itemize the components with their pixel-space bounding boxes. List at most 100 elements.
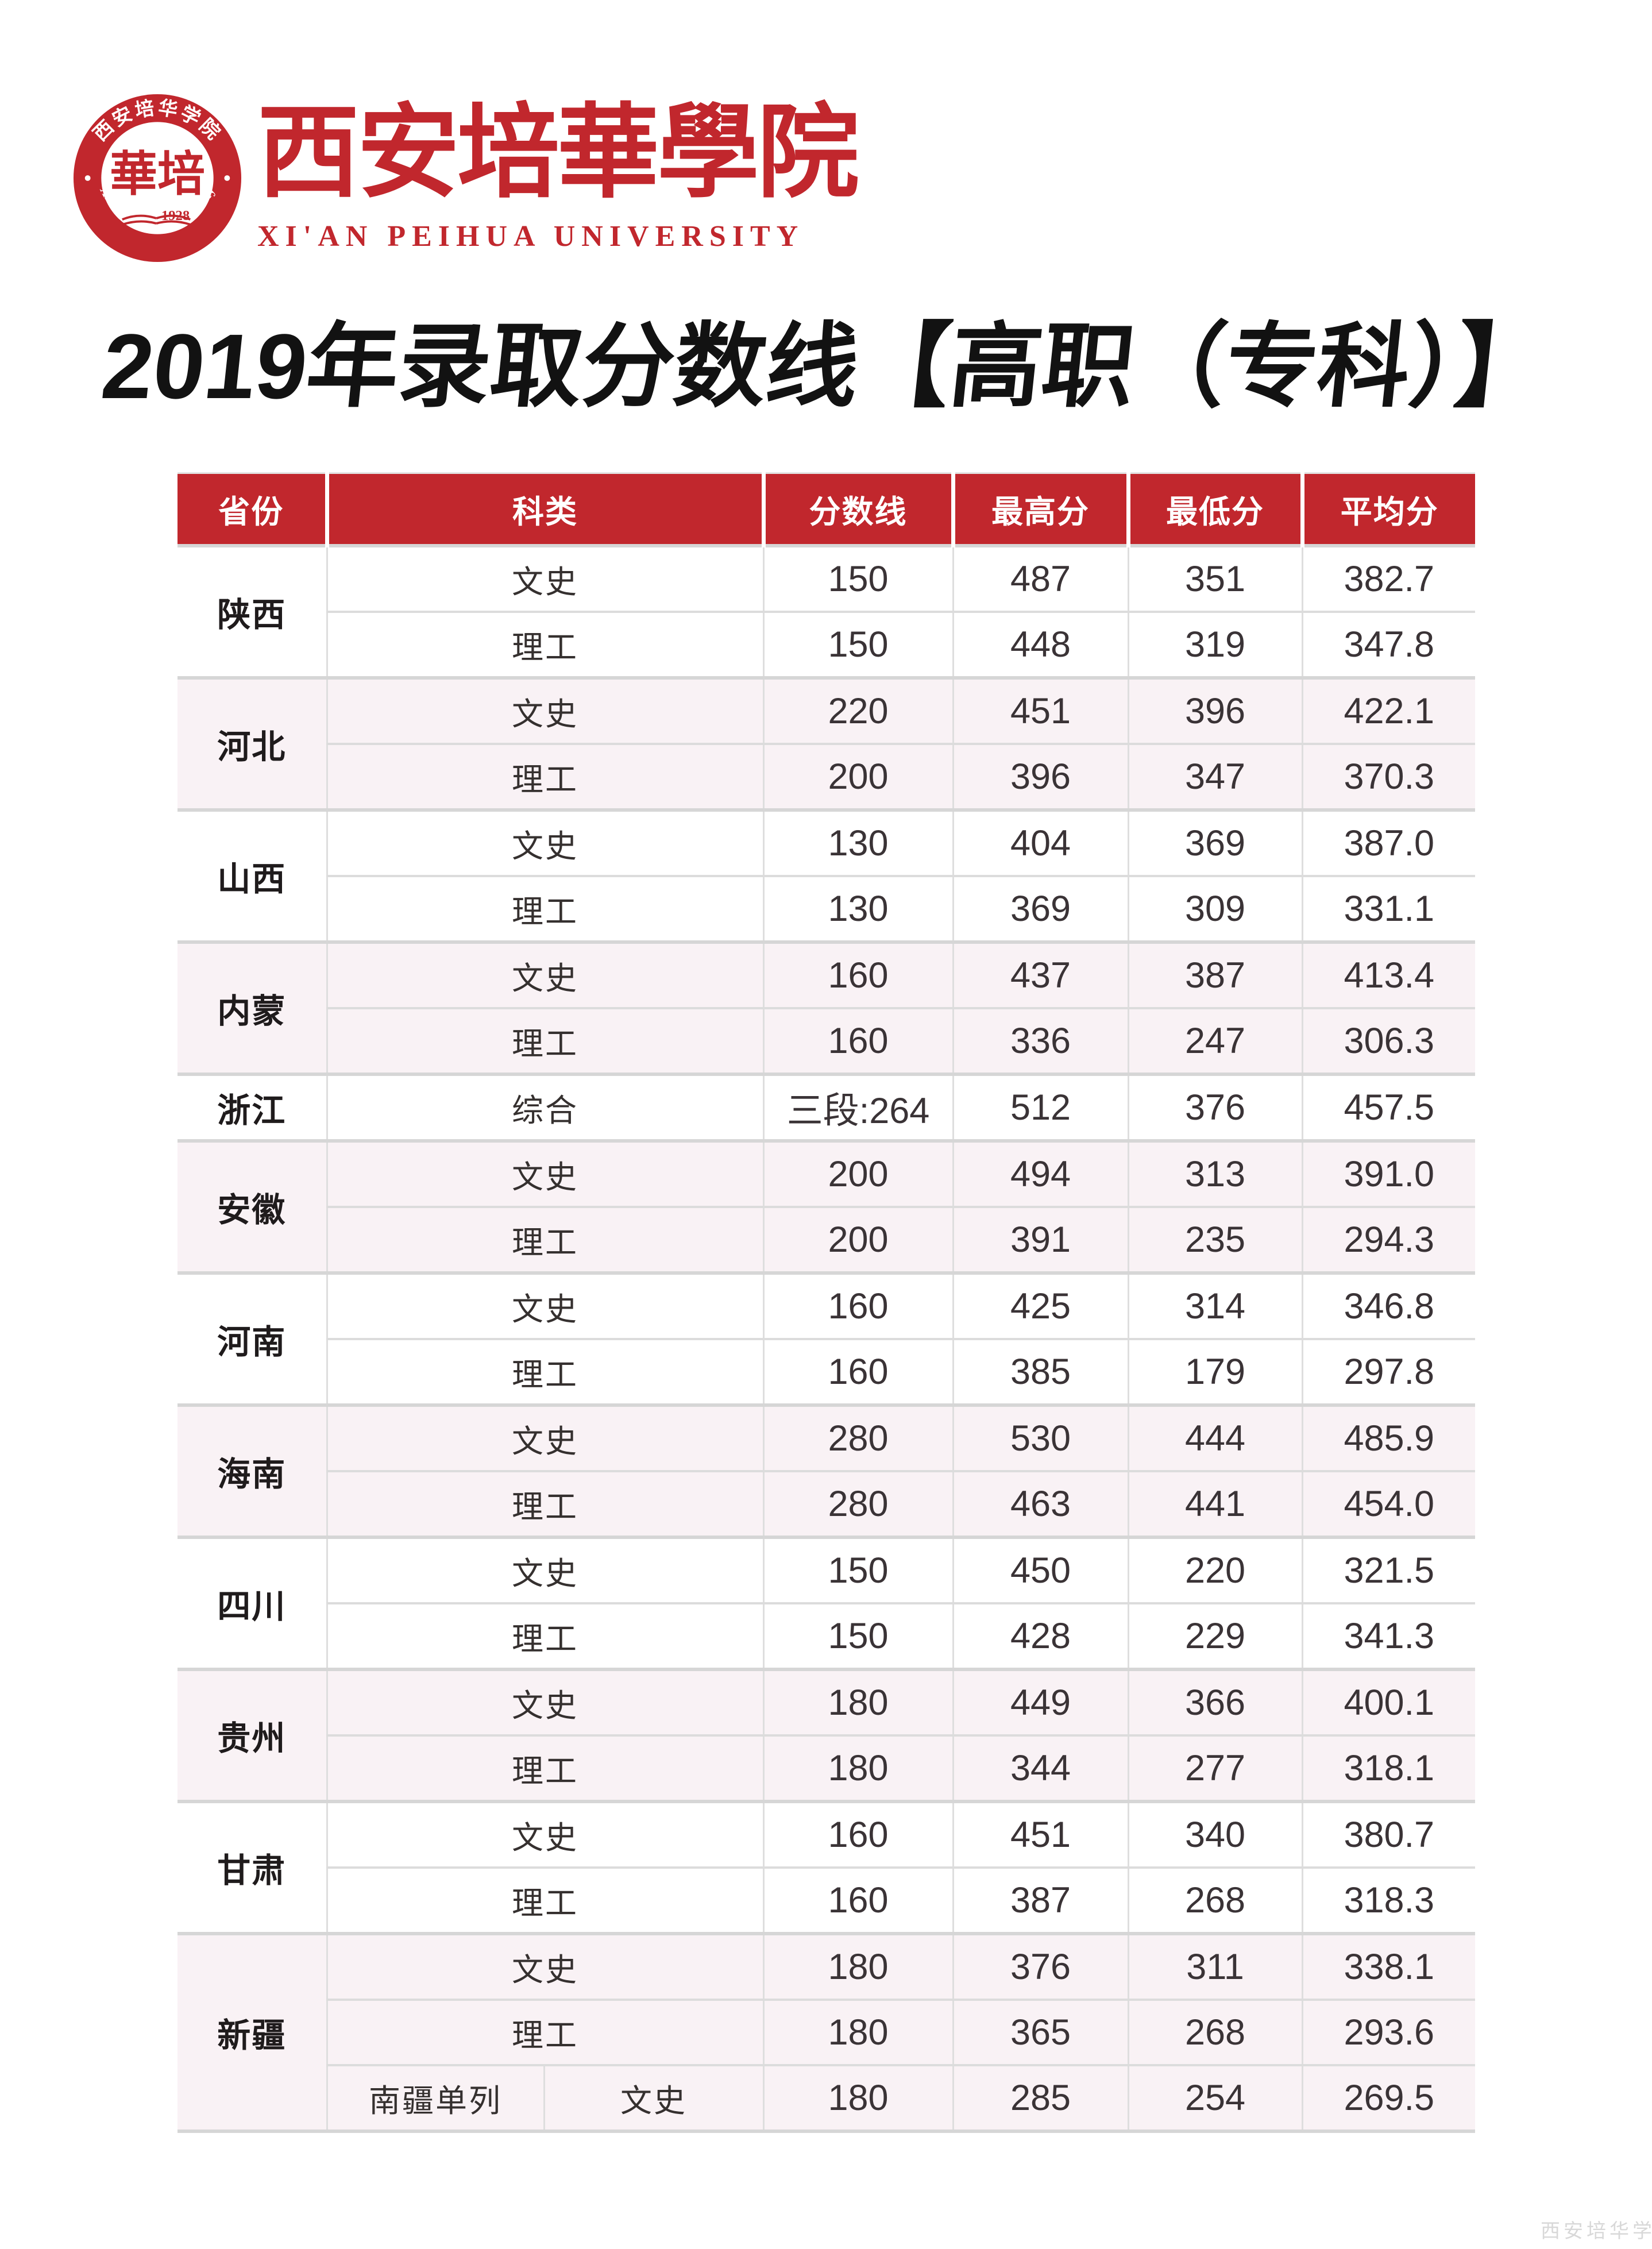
table-row: 理工 160 387 268 318.3 xyxy=(177,1866,1476,1934)
category-cell: 理工 xyxy=(326,611,764,678)
max-score-cell: 530 xyxy=(952,1405,1129,1471)
province-group-zhejiang: 浙江 综合 三段:264 512 376 457.5 xyxy=(177,1074,1476,1141)
scoreline-cell: 180 xyxy=(762,1999,954,2065)
seal-year: 1928 xyxy=(161,208,190,223)
scoreline-cell: 180 xyxy=(762,1934,954,2000)
max-score-cell: 448 xyxy=(952,611,1129,678)
min-score-cell: 396 xyxy=(1127,678,1303,744)
avg-score-cell: 293.6 xyxy=(1301,1999,1476,2065)
avg-score-cell: 331.1 xyxy=(1301,875,1476,942)
table-row: 安徽 文史 200 494 313 391.0 xyxy=(177,1141,1476,1229)
subplan-cell: 南疆单列 xyxy=(326,2064,544,2131)
category-cell: 文史 xyxy=(326,810,764,876)
table-row: 理工 200 396 347 370.3 xyxy=(177,743,1476,810)
avg-score-cell: 297.8 xyxy=(1301,1338,1476,1405)
category-cell: 文史 xyxy=(326,1141,764,1207)
province-group-gansu: 甘肃 文史 160 451 340 380.7 理工 160 387 268 3… xyxy=(177,1801,1476,1934)
header-province: 省份 xyxy=(177,473,327,546)
province-cell: 新疆 xyxy=(217,2017,287,2054)
table-row: 河北 文史 220 451 396 422.1 xyxy=(177,678,1476,766)
province-cell: 河北 xyxy=(217,728,287,766)
max-score-cell: 396 xyxy=(952,743,1129,810)
table-row: 河南 文史 160 425 314 346.8 xyxy=(177,1273,1476,1361)
max-score-cell: 449 xyxy=(952,1669,1129,1735)
avg-score-cell: 347.8 xyxy=(1301,611,1476,678)
avg-score-cell: 341.3 xyxy=(1301,1602,1476,1669)
university-name-cn: 西安培華學院 xyxy=(257,97,859,210)
province-cell: 海南 xyxy=(217,1456,287,1493)
min-score-cell: 366 xyxy=(1127,1669,1303,1735)
scoreline-cell: 150 xyxy=(762,1537,954,1603)
category-cell: 文史 xyxy=(326,546,764,612)
avg-score-cell: 422.1 xyxy=(1301,678,1476,744)
scoreline-cell: 180 xyxy=(762,1734,954,1801)
table-row: 理工 150 428 229 341.3 xyxy=(177,1602,1476,1669)
min-score-cell: 268 xyxy=(1127,1999,1303,2065)
category-cell: 理工 xyxy=(326,1470,764,1537)
table-row: 理工 160 336 247 306.3 xyxy=(177,1007,1476,1074)
scoreline-cell: 150 xyxy=(762,1602,954,1669)
max-score-cell: 385 xyxy=(952,1338,1129,1405)
min-score-cell: 340 xyxy=(1127,1801,1303,1868)
category-cell: 文史 xyxy=(326,942,764,1008)
avg-score-cell: 294.3 xyxy=(1301,1206,1476,1273)
table-row: 陕西 文史 150 487 351 382.7 xyxy=(177,546,1476,634)
table-row: 理工 150 448 319 347.8 xyxy=(177,611,1476,678)
category-cell: 文史 xyxy=(326,1934,764,2000)
max-score-cell: 428 xyxy=(952,1602,1129,1669)
avg-score-cell: 269.5 xyxy=(1301,2064,1476,2131)
max-score-cell: 365 xyxy=(952,1999,1129,2065)
category-cell: 文史 xyxy=(543,2064,764,2131)
table-row: 浙江 综合 三段:264 512 376 457.5 xyxy=(177,1074,1476,1141)
table-row: 四川 文史 150 450 220 321.5 xyxy=(177,1537,1476,1625)
admission-scores-table: 省份 科类 分数线 最高分 最低分 平均分 陕西 文史 150 487 351 … xyxy=(177,472,1476,2133)
max-score-cell: 404 xyxy=(952,810,1129,876)
category-cell: 理工 xyxy=(326,875,764,942)
seal-dot-left xyxy=(84,175,91,181)
province-cell: 山西 xyxy=(217,861,287,898)
max-score-cell: 463 xyxy=(952,1470,1129,1537)
scoreline-cell: 180 xyxy=(762,1669,954,1735)
table-row: 理工 130 369 309 331.1 xyxy=(177,875,1476,942)
scoreline-cell: 160 xyxy=(762,1007,954,1074)
scoreline-cell: 160 xyxy=(762,1273,954,1339)
avg-score-cell: 485.9 xyxy=(1301,1405,1476,1471)
province-cell: 陕西 xyxy=(217,596,287,634)
table-row: 理工 200 391 235 294.3 xyxy=(177,1206,1476,1273)
scoreline-cell: 三段:264 xyxy=(762,1074,954,1141)
university-name-en: XI'AN PEIHUA UNIVERSITY xyxy=(257,220,805,253)
category-cell: 理工 xyxy=(326,1602,764,1669)
avg-score-cell: 370.3 xyxy=(1301,743,1476,810)
max-score-cell: 425 xyxy=(952,1273,1129,1339)
min-score-cell: 309 xyxy=(1127,875,1303,942)
province-cell: 贵州 xyxy=(217,1720,287,1757)
min-score-cell: 254 xyxy=(1127,2064,1303,2131)
min-score-cell: 235 xyxy=(1127,1206,1303,1273)
scoreline-cell: 220 xyxy=(762,678,954,744)
max-score-cell: 487 xyxy=(952,546,1129,612)
scoreline-cell: 200 xyxy=(762,1206,954,1273)
category-cell: 理工 xyxy=(326,1007,764,1074)
scoreline-cell: 160 xyxy=(762,1801,954,1868)
max-score-cell: 376 xyxy=(952,1934,1129,2000)
scoreline-cell: 130 xyxy=(762,810,954,876)
header-scoreline: 分数线 xyxy=(761,473,954,546)
avg-score-cell: 413.4 xyxy=(1301,942,1476,1008)
min-score-cell: 444 xyxy=(1127,1405,1303,1471)
category-cell: 文史 xyxy=(326,1273,764,1339)
max-score-cell: 451 xyxy=(952,1801,1129,1868)
avg-score-cell: 380.7 xyxy=(1301,1801,1476,1868)
avg-score-cell: 391.0 xyxy=(1301,1141,1476,1207)
scoreline-cell: 200 xyxy=(762,743,954,810)
table-row: 理工 280 463 441 454.0 xyxy=(177,1470,1476,1537)
university-wordmark: 西安培華學院 XI'AN PEIHUA UNIVERSITY xyxy=(257,97,859,253)
scoreline-cell: 200 xyxy=(762,1141,954,1207)
min-score-cell: 311 xyxy=(1127,1934,1303,2000)
category-cell: 文史 xyxy=(326,1801,764,1868)
category-cell: 理工 xyxy=(326,1734,764,1801)
province-group-neimeng: 内蒙 文史 160 437 387 413.4 理工 160 336 247 3… xyxy=(177,942,1476,1074)
min-score-cell: 369 xyxy=(1127,810,1303,876)
avg-score-cell: 318.1 xyxy=(1301,1734,1476,1801)
min-score-cell: 347 xyxy=(1127,743,1303,810)
